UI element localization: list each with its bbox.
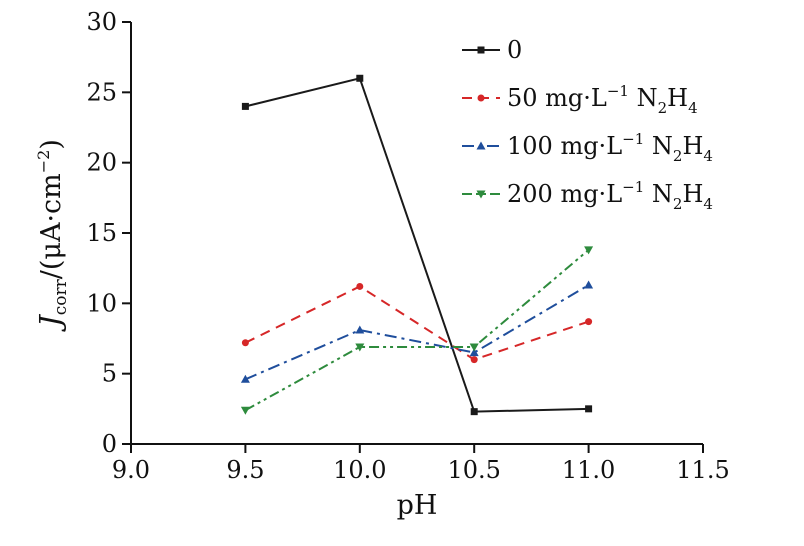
y-ticks: 0 5 10 15 20 25 30: [86, 8, 131, 458]
legend-label-part: H: [682, 132, 703, 160]
x-tick-label: 10.0: [333, 456, 386, 484]
data-point: [240, 374, 250, 383]
y-tick-label: 5: [102, 360, 117, 388]
x-tick-label: 10.5: [447, 456, 500, 484]
plot-lines: [244, 77, 590, 413]
legend-label-part: 2: [673, 147, 683, 165]
y-axis-title: Jcorr/(μA·cm−2): [33, 139, 71, 332]
legend-marker: [477, 46, 485, 54]
legend-label-part: N: [644, 132, 673, 160]
legend-label-part: −1: [622, 130, 644, 148]
y-tick-label: 25: [86, 78, 117, 106]
data-point: [469, 348, 479, 357]
data-point: [356, 282, 364, 290]
legend-label-part: 100 mg·L: [507, 132, 622, 160]
y-axis-unit-exponent: −2: [34, 150, 53, 174]
x-axis-title: pH: [397, 490, 438, 521]
y-axis-unit: /(μA·cm: [36, 173, 67, 279]
legend-label-part: H: [667, 84, 688, 112]
plot-markers: [240, 74, 594, 416]
y-axis-subscript: corr: [51, 278, 71, 315]
legend-label: 200 mg·L−1 N2H4: [507, 178, 713, 213]
y-tick-label: 20: [86, 149, 117, 177]
data-point: [469, 343, 479, 352]
legend-label-part: −1: [607, 82, 629, 100]
series-line: [244, 285, 589, 361]
data-point: [585, 405, 593, 413]
series-line: [245, 284, 590, 381]
legend-label-part: 4: [703, 195, 713, 213]
legend-label: 0: [507, 36, 522, 64]
x-tick-label: 11.5: [676, 456, 729, 484]
legend-label-part: N: [644, 180, 673, 208]
legend-label-part: 2: [658, 99, 668, 117]
data-point: [585, 318, 593, 326]
legend-label-part: 4: [688, 99, 698, 117]
legend-label-part: 2: [673, 195, 683, 213]
legend-label-part: N: [629, 84, 658, 112]
x-tick-label: 9.0: [112, 456, 150, 484]
legend-label: 100 mg·L−1 N2H4: [507, 130, 713, 165]
data-point: [470, 408, 478, 416]
y-tick-label: 30: [86, 8, 117, 36]
y-axis-symbol: J: [33, 314, 67, 332]
legend-marker: [476, 190, 486, 199]
data-point: [241, 102, 249, 110]
legend-marker: [476, 141, 486, 150]
x-ticks: 9.0 9.5 10.0 10.5 11.0 11.5: [112, 444, 730, 484]
data-point: [355, 343, 365, 352]
data-point: [241, 339, 249, 347]
x-tick-label: 9.5: [226, 456, 264, 484]
legend-label-part: H: [682, 180, 703, 208]
series-line: [245, 77, 589, 413]
legend-label-part: 200 mg·L: [507, 180, 622, 208]
data-point: [584, 280, 594, 289]
legend-label-part: 50 mg·L: [507, 84, 607, 112]
data-point: [240, 406, 250, 415]
data-point: [470, 356, 478, 364]
series-line: [244, 249, 590, 412]
y-tick-label: 0: [102, 430, 117, 458]
y-tick-label: 10: [86, 289, 117, 317]
legend-label: 50 mg·L−1 N2H4: [507, 82, 698, 117]
x-tick-label: 11.0: [562, 456, 615, 484]
legend-marker: [477, 94, 485, 102]
legend-label-part: 0: [507, 36, 522, 64]
data-point: [355, 325, 365, 334]
data-point: [356, 74, 364, 82]
legend-label-part: −1: [622, 178, 644, 196]
y-axis-unit-close: ): [36, 139, 67, 150]
y-tick-label: 15: [86, 219, 117, 247]
legend-label-part: 4: [703, 147, 713, 165]
data-point: [584, 246, 594, 255]
